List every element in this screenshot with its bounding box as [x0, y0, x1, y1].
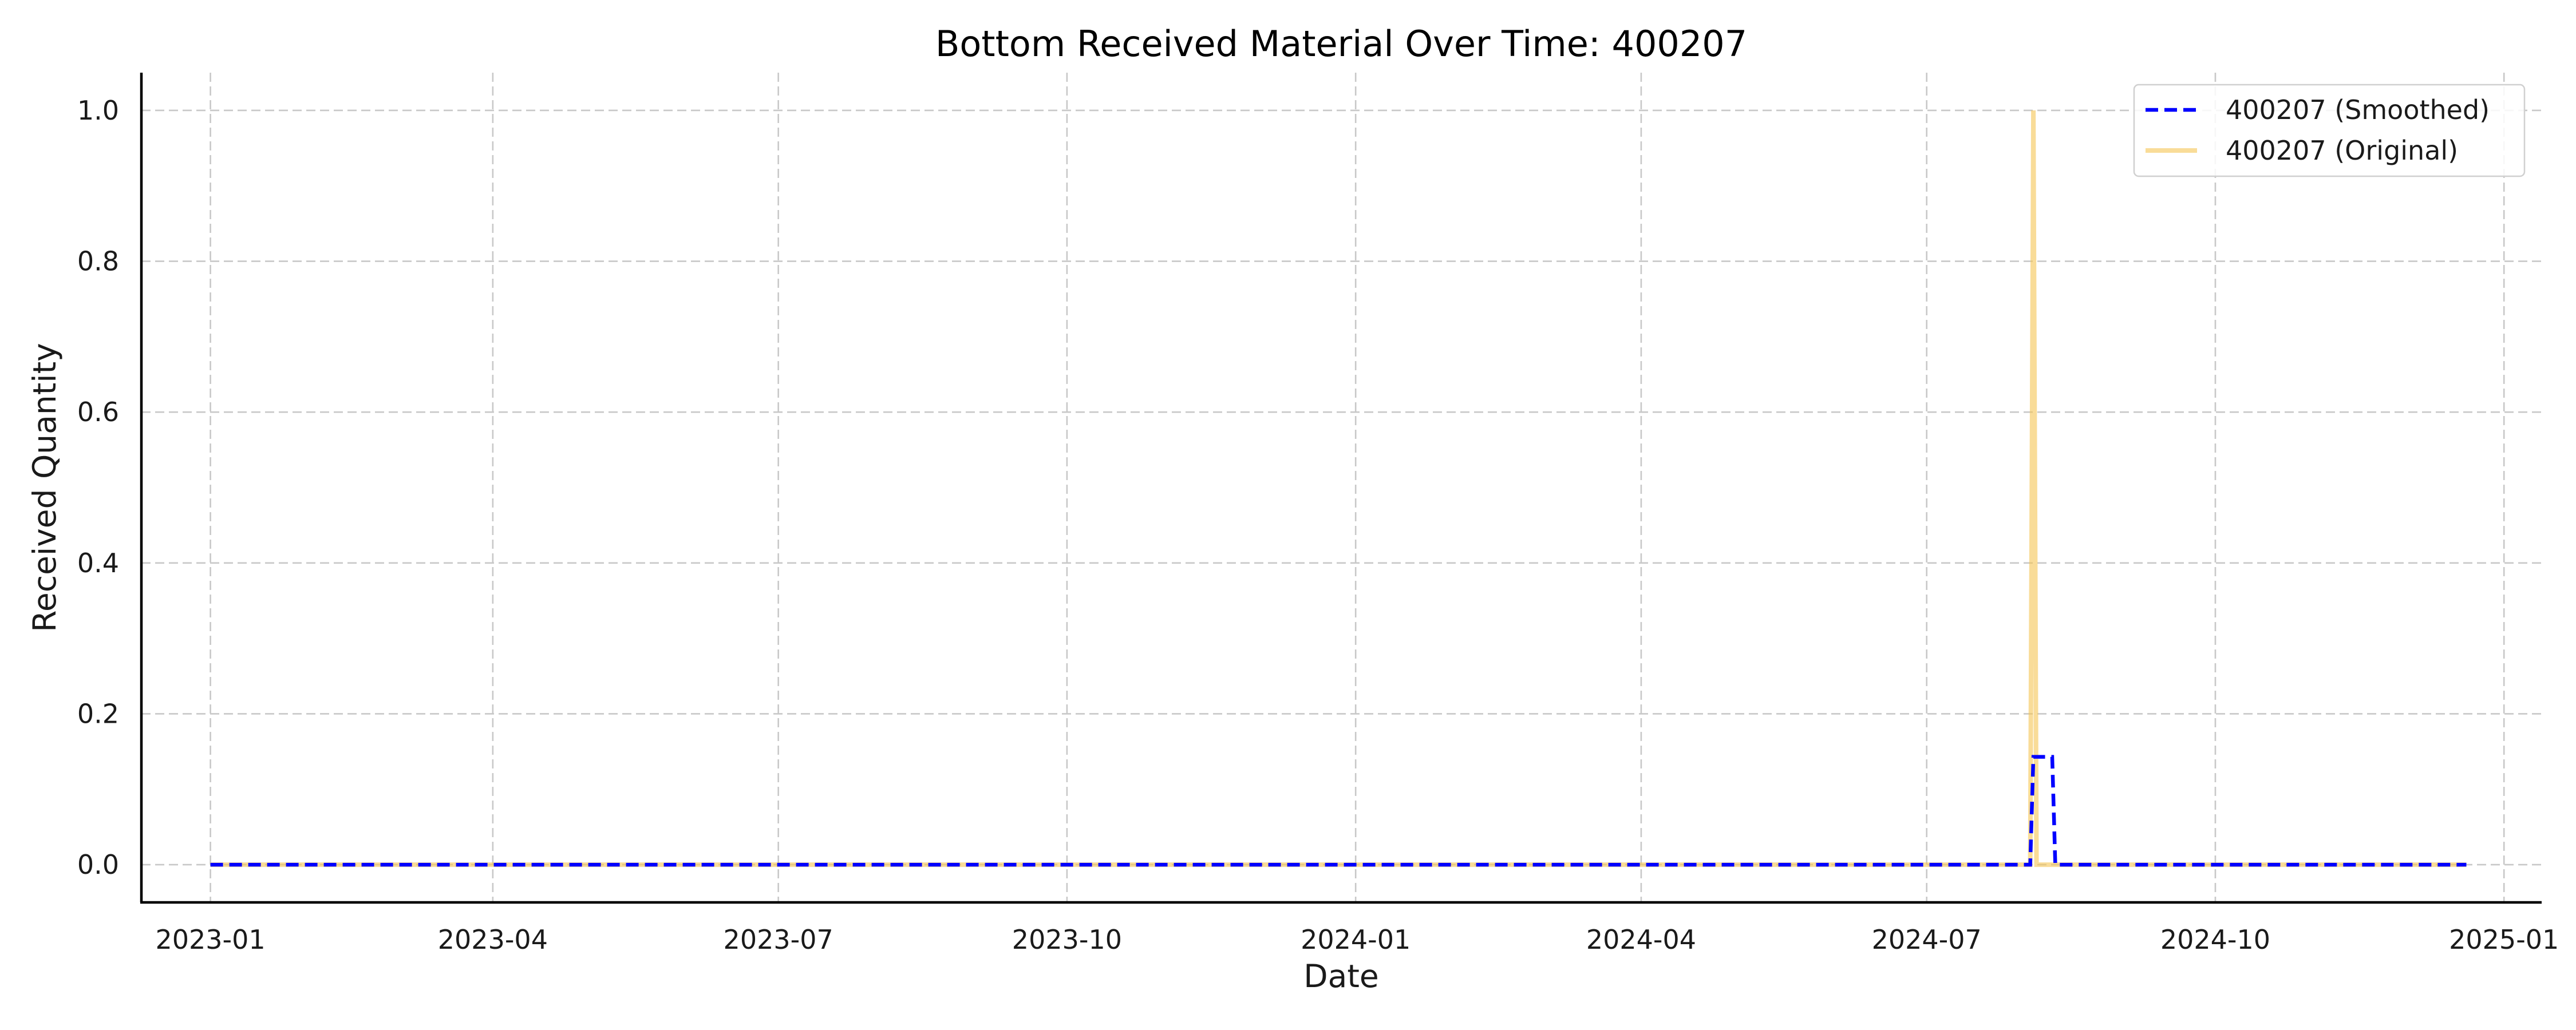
- y-tick-label: 1.0: [77, 95, 119, 126]
- legend: 400207 (Smoothed) 400207 (Original): [2133, 84, 2526, 177]
- series-layer: [210, 110, 2467, 867]
- x-tick-label: 2024-10: [2160, 924, 2270, 955]
- x-axis-label: Date: [1303, 958, 1378, 995]
- x-tick-labels: 2023-01 2023-04 2023-07 2023-10 2024-01 2024-…: [155, 924, 2559, 955]
- x-tick-label: 2024-07: [1872, 924, 1982, 955]
- legend-original-label: 400207 (Original): [2226, 135, 2458, 166]
- x-tick-label: 2023-01: [155, 924, 265, 955]
- legend-frame: [2133, 84, 2526, 177]
- x-tick-label: 2024-04: [1586, 924, 1696, 955]
- chart-title: Bottom Received Material Over Time: 4002…: [935, 23, 1747, 65]
- x-tick-label: 2024-01: [1301, 924, 1411, 955]
- legend-smoothed-label: 400207 (Smoothed): [2226, 94, 2490, 125]
- y-tick-label: 0.6: [77, 397, 119, 427]
- y-tick-label: 0.2: [77, 698, 119, 729]
- x-tick-label: 2023-07: [724, 924, 833, 955]
- x-tick-label: 2023-10: [1012, 924, 1122, 955]
- x-tick-label: 2025-01: [2449, 924, 2559, 955]
- y-tick-label: 0.8: [77, 246, 119, 277]
- x-tick-label: 2023-04: [438, 924, 548, 955]
- axes: [140, 73, 2542, 904]
- y-tick-label: 0.0: [77, 849, 119, 880]
- y-tick-labels: 0.0 0.2 0.4 0.6 0.8 1.0: [77, 95, 119, 880]
- y-tick-label: 0.4: [77, 548, 119, 579]
- y-axis-label: Received Quantity: [26, 343, 63, 632]
- smoothed-series-line: [210, 755, 2467, 867]
